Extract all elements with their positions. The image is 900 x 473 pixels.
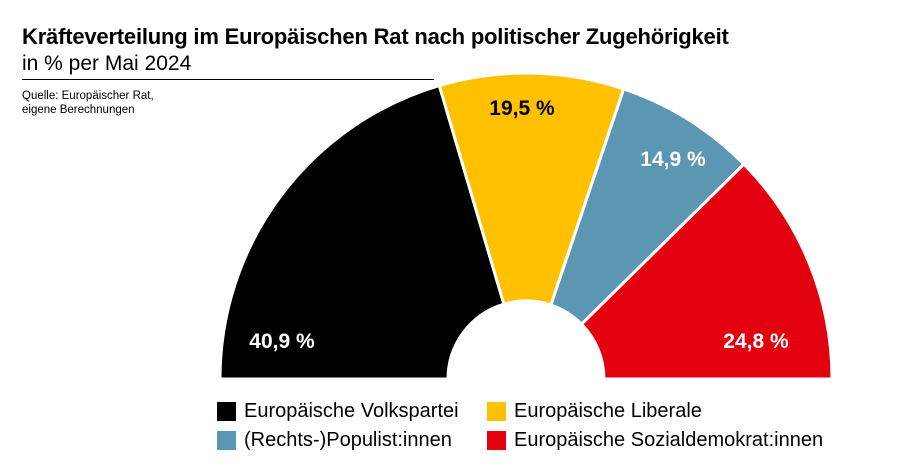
- data-label-populisten: 14,9 %: [640, 148, 706, 171]
- legend-label-populisten: (Rechts-)Populist:innen: [244, 428, 452, 451]
- source-note: Quelle: Europäischer Rat, eigene Berechn…: [22, 89, 222, 117]
- legend-swatch-sozialdemokraten: [487, 430, 506, 450]
- source-line-2: eigene Berechnungen: [22, 104, 135, 116]
- legend-item-sozialdemokraten: Europäische Sozialdemokrat:innen: [487, 427, 823, 453]
- data-label-liberale: 19,5 %: [489, 97, 555, 120]
- legend-item-volkspartei: Europäische Volkspartei: [217, 398, 459, 424]
- legend-swatch-volkspartei: [217, 401, 236, 421]
- legend-label-liberale: Europäische Liberale: [514, 399, 702, 422]
- slice-populisten: [548, 87, 747, 327]
- legend-label-volkspartei: Europäische Volkspartei: [244, 399, 459, 422]
- legend-swatch-liberale: [487, 401, 506, 421]
- chart-subtitle: in % per Mai 2024: [22, 52, 192, 75]
- legend-swatch-populisten: [217, 430, 236, 450]
- data-label-volkspartei: 40,9 %: [249, 330, 315, 353]
- data-label-sozialdemokraten: 24,8 %: [723, 330, 789, 353]
- legend-label-sozialdemokraten: Europäische Sozialdemokrat:innen: [514, 428, 824, 451]
- slice-volkspartei: [218, 83, 506, 381]
- legend-item-populisten: (Rechts-)Populist:innen: [217, 427, 452, 453]
- chart-title: Kräfteverteilung im Europäischen Rat nac…: [22, 24, 729, 49]
- source-line-1: Quelle: Europäischer Rat,: [22, 90, 154, 102]
- legend-item-liberale: Europäische Liberale: [487, 398, 702, 424]
- header-divider: [22, 79, 434, 80]
- slice-liberale: [437, 71, 626, 307]
- slice-sozialdemokraten: [579, 162, 834, 381]
